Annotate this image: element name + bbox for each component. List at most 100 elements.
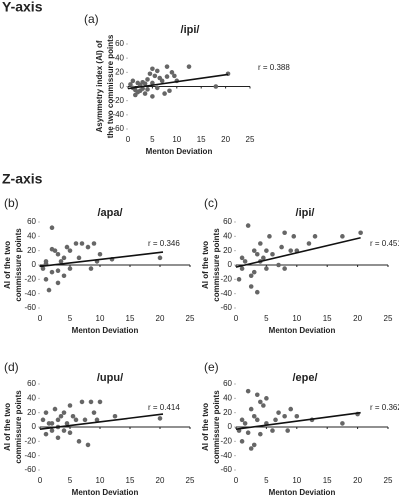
data-point [79,399,85,405]
data-point [49,225,55,231]
data-point [112,413,118,419]
x-axis-label: Menton Deviation [146,147,213,156]
y-tick-label: 60 [223,217,232,226]
data-point [254,417,260,423]
x-tick-label: 0 [126,135,131,144]
data-point [172,73,177,79]
x-tick-label: 0 [38,314,43,323]
data-point [128,82,133,87]
data-point [254,251,260,257]
x-tick-label: 10 [172,135,181,144]
trendline [235,236,361,268]
data-point [340,421,345,426]
trendline [39,413,164,430]
x-axis-label: Menton Deviation [72,488,139,497]
data-point [55,280,61,286]
data-point [40,266,46,271]
trendline [235,411,361,430]
data-point [147,71,153,77]
data-point [159,78,165,84]
y-tick-label: -60 [24,303,36,312]
y-tick-label: -40 [112,110,124,119]
data-point [85,244,91,250]
data-point [142,81,148,86]
data-point [236,277,242,282]
data-point [239,417,245,423]
y-tick-label: -40 [24,451,36,460]
x-tick-label: 15 [126,314,135,323]
chart-title: /epe/ [292,372,317,384]
data-point [88,266,94,271]
data-point [245,388,251,394]
data-point [70,413,76,419]
x-axis-label: Menton Deviation [269,326,336,335]
data-point [91,241,97,246]
y-tick-label: 20 [115,67,124,76]
x-tick-label: 10 [96,314,105,323]
y-axis-label: AI of the two [3,241,12,289]
data-point [61,255,67,261]
data-point [270,428,275,433]
x-tick-label: 10 [292,476,301,485]
x-axis-label: Menton Deviation [72,326,139,335]
data-point [40,417,46,423]
x-tick-label: 10 [96,476,105,485]
trendline [127,73,229,90]
data-point [52,406,58,412]
data-point [43,261,49,266]
r-value: r = 0.388 [258,63,290,72]
data-point [97,399,103,405]
data-point [291,234,297,239]
data-point [67,403,73,408]
y-axis-label: AI of the two [3,403,12,451]
data-point [43,410,49,415]
y-tick-label: -60 [220,303,232,312]
data-point [248,446,254,451]
data-point [242,259,248,264]
data-point [169,70,175,75]
x-tick-label: 15 [126,476,135,485]
x-tick-label: 25 [384,314,393,323]
y-tick-label: -60 [220,465,232,474]
data-point [239,266,245,271]
data-point [49,428,55,433]
y-tick-label: 60 [115,39,124,48]
section-label: Z-axis [2,171,43,187]
data-point [248,284,254,289]
chart-title: /apa/ [97,207,122,219]
data-point [49,269,55,275]
data-point [49,421,55,426]
data-point [254,289,260,295]
y-tick-label: -40 [220,289,232,298]
panel-label: (e) [204,360,219,374]
x-tick-label: 5 [68,314,73,323]
y-tick-label: -20 [112,96,124,105]
data-point [64,421,70,426]
data-point [273,417,278,423]
data-point [282,230,287,236]
data-point [282,413,287,419]
x-tick-label: 25 [384,476,393,485]
x-tick-label: 25 [246,135,255,144]
y-tick-label: 40 [27,231,36,240]
data-point [157,255,163,261]
data-point [251,248,257,253]
chart-title: /upu/ [97,372,123,384]
data-point [312,234,318,239]
x-tick-label: 20 [156,314,165,323]
x-tick-label: 15 [197,135,206,144]
data-point [288,248,294,253]
data-point [94,417,100,423]
data-point [73,417,79,423]
y-tick-label: 40 [115,53,124,62]
data-point [282,266,287,271]
data-point [64,244,70,250]
panel-label: (d) [4,360,19,374]
trendline [39,251,164,268]
y-tick-label: 40 [223,393,232,402]
data-point [61,410,67,415]
r-value: r = 0.414 [148,403,180,412]
data-point [186,64,192,69]
data-point [245,430,251,436]
